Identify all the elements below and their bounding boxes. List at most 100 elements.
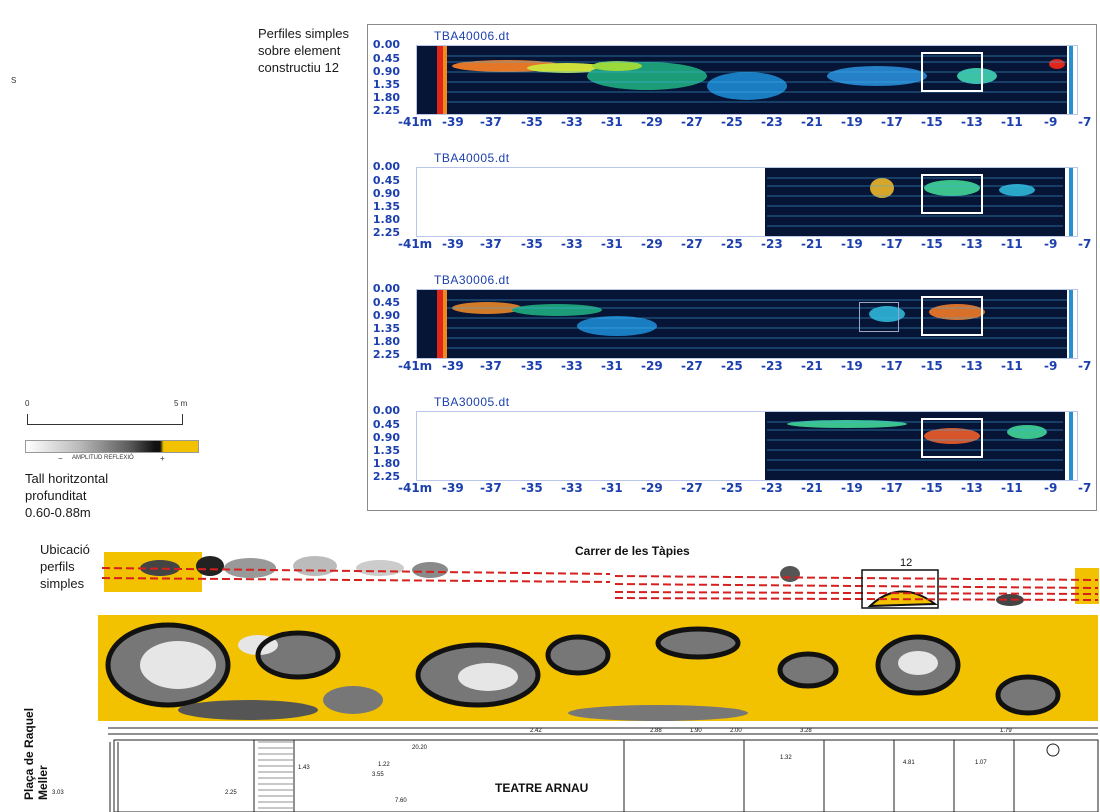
x-tick: -13 [961, 115, 983, 129]
depth-tick: 0.45 [372, 174, 400, 187]
depth-tick: 1.35 [372, 200, 400, 213]
x-tick: -15 [921, 481, 943, 495]
gpr-slice-map [98, 615, 1098, 721]
x-tick: -7 [1078, 115, 1092, 129]
x-tick: -9 [1044, 481, 1058, 495]
radargram [416, 45, 1078, 115]
x-tick: -35 [521, 481, 543, 495]
element-12-highlight [921, 418, 983, 458]
element-number: 12 [900, 557, 913, 569]
depth-tick: 0.90 [372, 187, 400, 200]
x-tick: -9 [1044, 115, 1058, 129]
radargram-image [765, 412, 1073, 480]
plan-dimension: 1.79 [1000, 728, 1012, 734]
depth-tick: 0.45 [372, 418, 400, 431]
x-tick: -15 [921, 237, 943, 251]
x-tick: -33 [561, 115, 583, 129]
depth-tick: 1.35 [372, 444, 400, 457]
x-tick: -25 [721, 115, 743, 129]
x-tick: -21 [801, 115, 823, 129]
x-tick: -27 [681, 359, 703, 373]
depth-tick: 0.45 [372, 52, 400, 65]
side-mark: S [11, 76, 17, 85]
plaza-label: Plaça de Raquel Meller [22, 707, 50, 800]
plan-dimension: 1.90 [690, 728, 702, 734]
x-tick: -15 [921, 359, 943, 373]
plan-dimension: 1.22 [378, 762, 390, 768]
x-tick: -19 [841, 359, 863, 373]
x-tick: -17 [881, 481, 903, 495]
plan-dimension: 3.55 [372, 772, 384, 778]
colorbar-plus: + [160, 454, 165, 463]
depth-tick: 0.90 [372, 65, 400, 78]
scale-end-label: 5 m [174, 399, 188, 408]
x-tick: -39 [442, 481, 464, 495]
depth-tick: 1.80 [372, 335, 400, 348]
x-tick: -37 [480, 481, 502, 495]
plan-dimension: 3.03 [52, 790, 64, 796]
x-tick: -41m [398, 481, 433, 495]
depth-tick: 2.25 [372, 104, 400, 117]
colorbar-label: AMPLITUD REFLEXIÓ [72, 455, 134, 461]
x-tick: -17 [881, 115, 903, 129]
location-strip [101, 552, 1099, 609]
location-label: Ubicació perfils simples [40, 542, 90, 591]
x-tick: -15 [921, 115, 943, 129]
secondary-highlight [859, 302, 899, 332]
building-label: TEATRE ARNAU [495, 781, 589, 795]
x-tick: -29 [641, 359, 663, 373]
depth-tick: 1.80 [372, 213, 400, 226]
plan-dimension: 2.88 [650, 728, 662, 734]
plan-dimension: 20.20 [412, 745, 428, 751]
plan-dimension: 1.43 [298, 765, 310, 771]
scale-line [27, 424, 183, 425]
depth-tick: 1.80 [372, 457, 400, 470]
x-tick: -31 [601, 481, 623, 495]
x-tick: -21 [801, 237, 823, 251]
profile-title: TBA30006.dt [434, 273, 510, 287]
x-tick: -23 [761, 359, 783, 373]
depth-tick: 0.00 [372, 38, 400, 51]
plan-dimension: 1.32 [780, 755, 792, 761]
plan-dimension: 7.60 [395, 798, 407, 804]
plan-dimension: 2.42 [530, 728, 542, 734]
slice-label: Tall horitzontal profunditat 0.60-0.88m [25, 471, 109, 520]
element-12-highlight [921, 52, 983, 92]
x-tick: -17 [881, 359, 903, 373]
depth-tick: 0.00 [372, 282, 400, 295]
x-tick: -31 [601, 359, 623, 373]
radargram-image [417, 46, 1077, 114]
x-tick: -7 [1078, 359, 1092, 373]
x-tick: -13 [961, 359, 983, 373]
x-tick: -25 [721, 481, 743, 495]
depth-tick: 0.90 [372, 431, 400, 444]
profile-title: TBA40006.dt [434, 29, 510, 43]
depth-tick: 1.35 [372, 322, 400, 335]
element-12-highlight [921, 296, 983, 336]
x-tick: -23 [761, 481, 783, 495]
x-tick: -33 [561, 237, 583, 251]
x-tick: -9 [1044, 359, 1058, 373]
profiles-label: Perfiles simples sobre element construct… [258, 26, 350, 75]
depth-tick: 0.00 [372, 404, 400, 417]
x-tick: -29 [641, 481, 663, 495]
x-tick: -11 [1001, 359, 1023, 373]
x-tick: -39 [442, 115, 464, 129]
x-tick: -25 [721, 359, 743, 373]
depth-tick: 2.25 [372, 348, 400, 361]
plan-dimension: 2.25 [225, 790, 237, 796]
x-tick: -35 [521, 237, 543, 251]
plan-dimension: 3.28 [800, 728, 812, 734]
x-tick: -27 [681, 115, 703, 129]
x-tick: -21 [801, 359, 823, 373]
scale-start-label: 0 [25, 399, 30, 408]
x-tick: -9 [1044, 237, 1058, 251]
x-tick: -35 [521, 115, 543, 129]
depth-tick: 0.00 [372, 160, 400, 173]
element-12-highlight [921, 174, 983, 214]
x-tick: -19 [841, 237, 863, 251]
x-tick: -31 [601, 115, 623, 129]
x-tick: -41m [398, 359, 433, 373]
x-tick: -39 [442, 237, 464, 251]
x-tick: -11 [1001, 237, 1023, 251]
